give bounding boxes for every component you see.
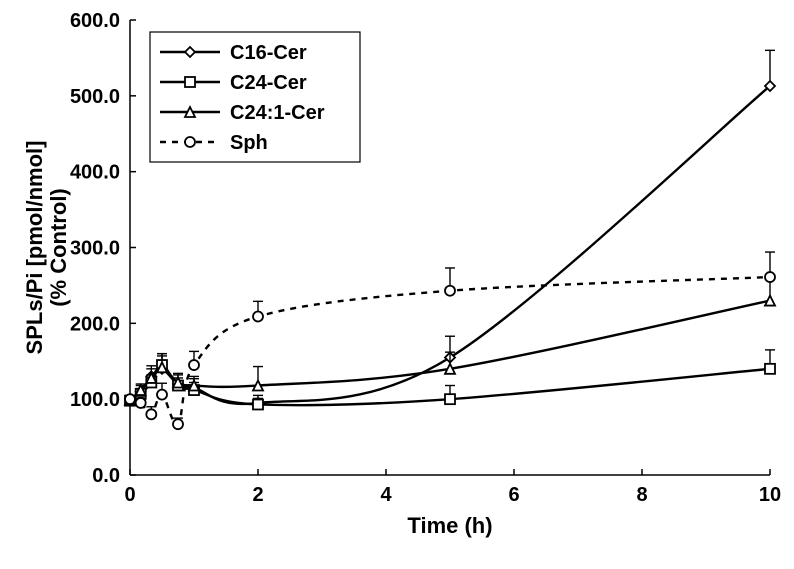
y-tick-label: 100.0 [70,389,120,411]
x-tick-label: 2 [252,484,263,506]
y-tick-label: 200.0 [70,313,120,335]
x-tick-label: 4 [380,484,392,506]
chart-container: 0.0 100.0 200.0 300.0 400.0 500.0 600.0 0 2 4 6 8 10… [0,0,794,569]
x-tick-label: 0 [124,484,135,506]
x-tick-label: 8 [636,484,647,506]
legend-label-sph: Sph [230,132,268,154]
legend-label-c16: C16-Cer [230,42,307,64]
legend-label-c241: C24:1-Cer [230,102,325,124]
y-tick-label: 600.0 [70,10,120,32]
x-tick-label: 10 [759,484,781,506]
legend: C16-Cer C24-Cer C24:1-Cer Sph [150,32,360,162]
y-tick-label: 300.0 [70,238,120,260]
y-tick-label: 0.0 [92,465,120,487]
legend-label-c24: C24-Cer [230,72,307,94]
line-chart: 0.0 100.0 200.0 300.0 400.0 500.0 600.0 0 2 4 6 8 10… [0,0,794,569]
y-tick-label: 500.0 [70,86,120,108]
x-axis-label: Time (h) [407,513,492,538]
y-tick-label: 400.0 [70,162,120,184]
x-tick-label: 6 [508,484,519,506]
